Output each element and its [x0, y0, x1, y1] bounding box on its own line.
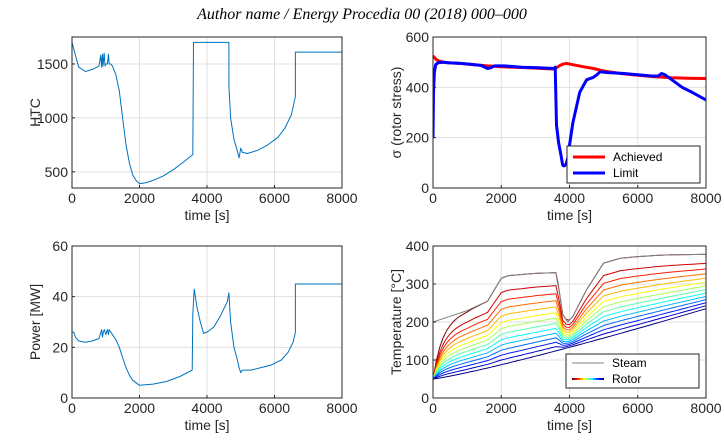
y-tick-label: 0: [60, 390, 68, 406]
rotor-layer-line: [433, 308, 706, 380]
y-axis-label: Power [MW]: [27, 284, 43, 360]
rotor-layer-line: [433, 273, 706, 380]
x-tick-label: 4000: [191, 400, 222, 416]
panel-temperature: 0 2000 4000 6000 8000 0 100 200 300 400 time [s] Te…: [388, 238, 722, 433]
x-tick-label: 8000: [326, 400, 357, 416]
y-tick-label: 0: [421, 180, 429, 196]
rotor-layer-line: [433, 262, 706, 380]
x-tick-label: 6000: [259, 400, 290, 416]
series-line-data: [72, 283, 342, 386]
page-header: Author name / Energy Procedia 00 (2018) …: [197, 6, 527, 23]
y-tick-label: 400: [406, 238, 430, 254]
x-tick-label: 0: [429, 400, 437, 416]
y-tick-label: 0: [421, 390, 429, 406]
panel-rotor-stress: 0 2000 4000 6000 8000 0 200 400 600 time [s] σ (ro…: [388, 29, 722, 223]
series-line-data: [72, 41, 342, 185]
x-tick-label: 6000: [259, 190, 290, 206]
x-tick-label: 6000: [622, 400, 653, 416]
x-tick-label: 8000: [690, 400, 721, 416]
y-tick-label: 60: [52, 238, 68, 254]
x-tick-label: 2000: [124, 190, 155, 206]
plot-data: [72, 283, 342, 386]
x-tick-label: 2000: [486, 190, 517, 206]
rotor-layer-line: [433, 289, 706, 380]
rotor-layer-line: [433, 299, 706, 380]
y-tick-label: 500: [45, 164, 69, 180]
rotor-layer-line: [433, 277, 706, 380]
x-tick-label: 4000: [191, 190, 222, 206]
x-axis-label: time [s]: [184, 417, 229, 433]
y-axis-label: σ (rotor stress): [388, 67, 404, 159]
y-tick-label: 200: [406, 130, 430, 146]
legend-box: [565, 353, 700, 389]
rotor-layer-line: [433, 295, 706, 380]
panel-power: 0 2000 4000 6000 8000 0 20 40 60 time [s] Power [M…: [27, 238, 358, 433]
x-tick-label: 0: [68, 400, 76, 416]
x-axis-label: time [s]: [547, 417, 592, 433]
plot-data: [433, 253, 706, 380]
rotor-layer-line: [433, 281, 706, 380]
rotor-layer-line: [433, 268, 706, 380]
legend-box: [566, 145, 701, 184]
rotor-layer-line: [433, 305, 706, 380]
panel-htc: 0 2000 4000 6000 8000 500 1000 1500 time [s] HTC: [27, 36, 358, 223]
y-tick-label: 200: [406, 314, 430, 330]
legend-label-achieved: Achieved: [613, 150, 662, 164]
y-tick-label: 400: [406, 79, 430, 95]
y-axis-label: HTC: [27, 98, 43, 127]
series-line-limit: [433, 60, 706, 168]
rotor-layer-line: [433, 285, 706, 380]
y-tick-label: 40: [52, 289, 68, 305]
x-tick-label: 0: [429, 190, 437, 206]
x-tick-label: 4000: [554, 190, 585, 206]
y-tick-label: 600: [406, 29, 430, 45]
y-tick-label: 100: [406, 352, 430, 368]
x-tick-label: 2000: [124, 400, 155, 416]
x-tick-label: 4000: [554, 400, 585, 416]
x-tick-label: 6000: [622, 190, 653, 206]
x-tick-label: 8000: [690, 190, 721, 206]
legend-label-rotor: Rotor: [612, 372, 641, 386]
x-tick-label: 8000: [326, 190, 357, 206]
y-tick-label: 1500: [37, 56, 68, 72]
rotor-layer-line: [433, 302, 706, 380]
series-line-steam: [433, 253, 706, 323]
x-axis-label: time [s]: [547, 207, 592, 223]
rotor-layer-line: [433, 292, 706, 380]
plot-data: [433, 54, 706, 168]
legend-label-steam: Steam: [612, 356, 647, 370]
plot-data: [72, 41, 342, 185]
x-tick-label: 2000: [486, 400, 517, 416]
y-axis-label: Temperature [°C]: [388, 269, 404, 375]
x-axis-label: time [s]: [184, 207, 229, 223]
y-tick-label: 1000: [37, 110, 68, 126]
legend-label-limit: Limit: [613, 166, 639, 180]
y-tick-label: 300: [406, 276, 430, 292]
x-tick-label: 0: [68, 190, 76, 206]
y-tick-label: 20: [52, 339, 68, 355]
